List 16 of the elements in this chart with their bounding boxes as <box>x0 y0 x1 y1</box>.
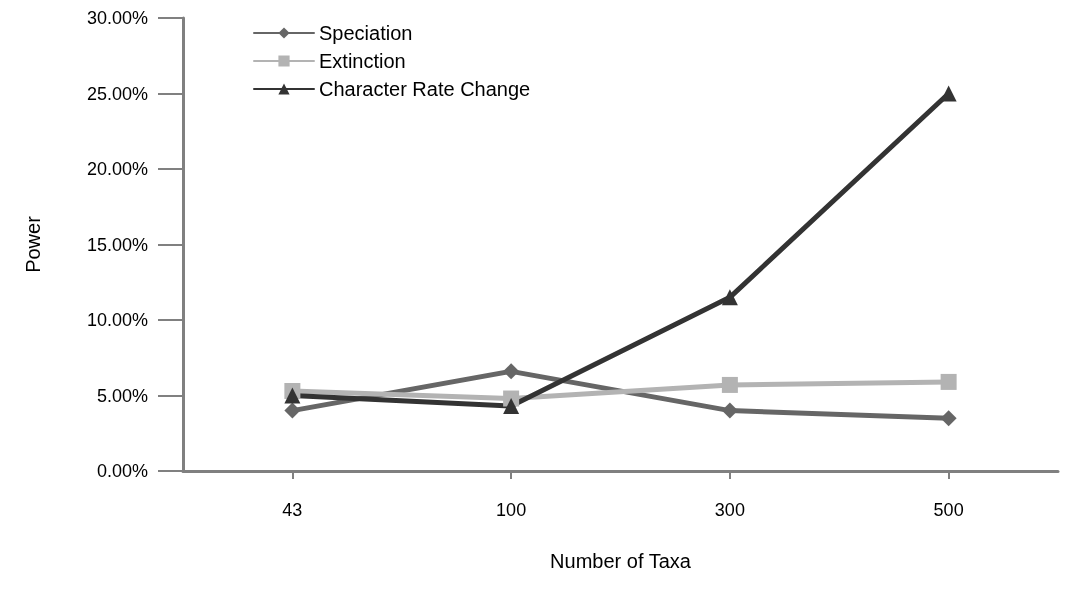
y-tick-label: 5.00% <box>96 385 148 406</box>
y-tick-label: 30.00% <box>86 8 148 28</box>
y-tick-label: 15.00% <box>86 234 148 255</box>
x-tick-label: 500 <box>933 500 964 520</box>
legend-label: Character Rate Change <box>319 78 531 100</box>
legend-label: Extinction <box>319 50 406 72</box>
y-tick-label: 20.00% <box>86 159 148 179</box>
x-axis-title: Number of Taxa <box>550 550 692 572</box>
x-tick-label: 43 <box>282 500 303 520</box>
y-tick-label: 25.00% <box>86 83 148 104</box>
y-tick-label: 0.00% <box>96 461 148 481</box>
x-tick-label: 300 <box>714 500 745 520</box>
y-axis-title: Power <box>22 215 44 273</box>
y-tick-label: 10.00% <box>86 310 148 330</box>
legend-label: Speciation <box>319 22 413 44</box>
x-tick-label: 100 <box>496 500 527 520</box>
